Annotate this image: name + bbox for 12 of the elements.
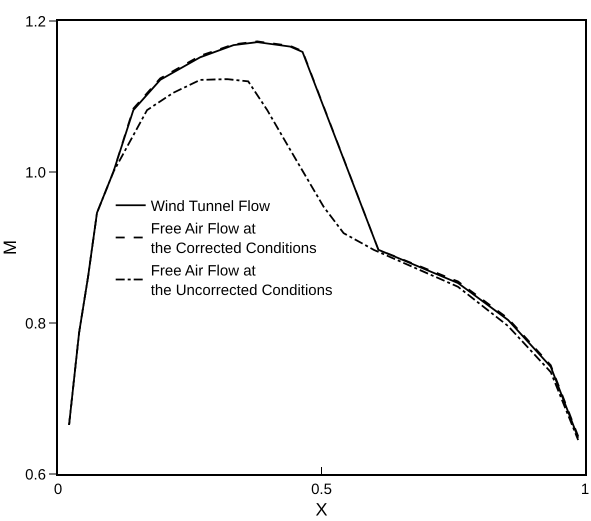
y-tick-label: 1.2 (25, 13, 46, 30)
y-tick-label: 0.6 (25, 466, 46, 484)
x-tick-label: 1 (580, 481, 590, 498)
x-tick-label: 0 (54, 481, 62, 498)
y-tick-label: 0.8 (25, 315, 46, 332)
y-tick-label: 1.0 (25, 164, 46, 182)
legend-label: Free Air Flow at the Uncorrected Conditions (150, 262, 332, 300)
legend-label: Wind Tunnel Flow (150, 198, 270, 216)
y-axis-title: M (0, 240, 20, 255)
x-axis-title: X (315, 500, 328, 520)
x-tick-label: 0.5 (311, 481, 332, 498)
legend-label: Free Air Flow at the Corrected Conditions (150, 220, 317, 258)
